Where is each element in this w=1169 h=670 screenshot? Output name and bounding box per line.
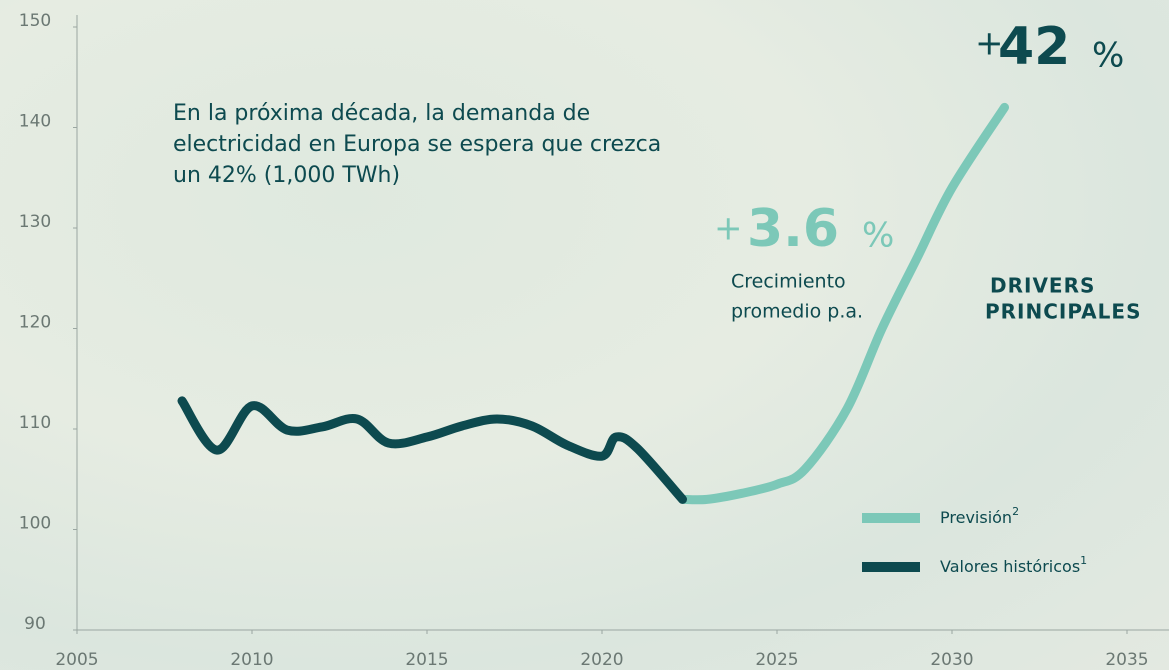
growth-prefix: + bbox=[714, 209, 743, 249]
y-tick-label: 150 bbox=[19, 11, 51, 31]
y-tick-label: 130 bbox=[19, 212, 51, 232]
legend-name: Valores históricos bbox=[940, 557, 1080, 576]
x-tick-label: 2005 bbox=[55, 650, 98, 670]
drivers: DRIVERS bbox=[990, 274, 1095, 298]
annotation: En la próxima década, la demanda de elec… bbox=[173, 101, 662, 188]
growth-value: 3.6 bbox=[747, 199, 839, 259]
legend-name: Previsión bbox=[940, 508, 1012, 527]
total-value: 42 bbox=[998, 17, 1070, 77]
y-tick-label: 100 bbox=[19, 514, 51, 534]
x-tick-label: 2015 bbox=[405, 650, 448, 670]
y-tick-label: 90 bbox=[24, 614, 46, 634]
series-line bbox=[678, 102, 1009, 505]
growth-suffix: % bbox=[862, 216, 894, 256]
legend-label: Valores históricos1 bbox=[940, 554, 1087, 576]
x-tick-label: 2010 bbox=[230, 650, 273, 670]
legend-note: 2 bbox=[1012, 505, 1019, 518]
y-tick-label: 110 bbox=[19, 413, 51, 433]
x-tick-label: 2035 bbox=[1105, 650, 1148, 670]
x-tick-label: 2025 bbox=[755, 650, 798, 670]
x-tick-label: 2030 bbox=[930, 650, 973, 670]
series-line bbox=[177, 396, 687, 504]
drivers: PRINCIPALES bbox=[985, 300, 1141, 324]
legend-label: Previsión2 bbox=[940, 505, 1019, 527]
growth-caption: Crecimiento bbox=[731, 271, 846, 293]
y-tick-label: 140 bbox=[19, 112, 51, 132]
growth-caption: promedio p.a. bbox=[731, 301, 863, 323]
y-tick-label: 120 bbox=[19, 313, 51, 333]
x-tick-label: 2020 bbox=[580, 650, 623, 670]
legend-note: 1 bbox=[1080, 554, 1087, 567]
total-suffix: % bbox=[1092, 36, 1124, 76]
total-prefix: + bbox=[975, 24, 1004, 64]
